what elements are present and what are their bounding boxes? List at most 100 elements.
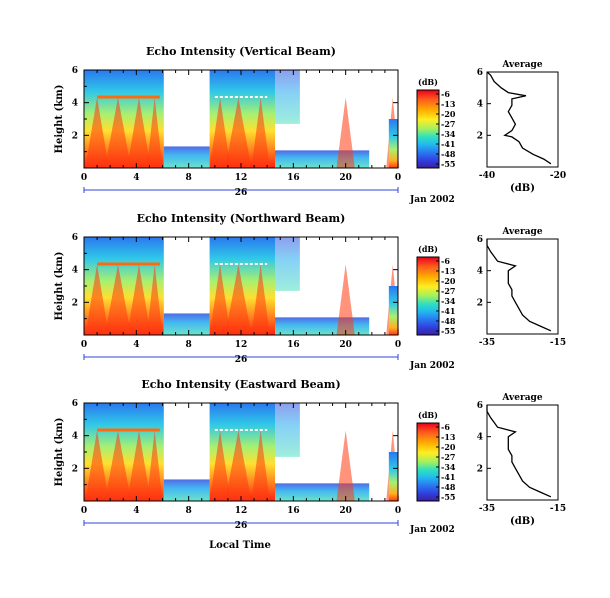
colorbar-tick-label: -34: [441, 296, 456, 306]
convective-plume: [225, 97, 252, 168]
profile-y-tick-label: 6: [477, 68, 483, 78]
x-tick-label: 8: [186, 173, 192, 183]
x-axis-label: Local Time: [209, 540, 271, 551]
x-tick-label: 20: [339, 340, 352, 350]
colorbar-tick-label: -6: [441, 422, 450, 432]
x-tick-label: 4: [133, 340, 139, 350]
convective-plume: [104, 430, 132, 501]
profile-frame: [486, 404, 559, 501]
colorbar-tick-label: -27: [441, 286, 455, 296]
x-tick-label: 0: [81, 340, 87, 350]
y-tick-label: 2: [72, 464, 78, 474]
day-label: 26: [235, 521, 248, 531]
profile-y-tick-label: 4: [477, 100, 483, 110]
profile-frame: [486, 238, 559, 335]
heatmap-panel: Echo Intensity (Vertical Beam) 0 4 8 12 16 20 0…: [54, 45, 566, 198]
x-tick-label: 12: [235, 173, 248, 183]
y-tick-label: 6: [72, 399, 78, 409]
x-tick-label: 16: [287, 506, 300, 516]
convective-plume: [336, 264, 355, 335]
x-tick-label: 20: [339, 506, 352, 516]
profile-y-tick-label: 2: [477, 298, 483, 308]
colorbar-tick-label: -48: [441, 316, 456, 326]
profile-title: Average: [501, 227, 542, 237]
heatmap-panel: Echo Intensity (Eastward Beam) 0 4 8 12 16 20 0…: [54, 378, 566, 531]
y-axis-label: Height (km): [54, 418, 65, 487]
convective-plume: [104, 264, 132, 335]
x-tick-label: 0: [81, 506, 87, 516]
convective-plume: [251, 97, 270, 168]
x-tick-label: 4: [133, 506, 139, 516]
colorbar: [416, 422, 440, 502]
echo-region: [275, 317, 370, 335]
colorbar-unit: (dB): [418, 77, 438, 87]
date-label: Jan 2002: [409, 195, 455, 205]
profile-y-tick-label: 6: [477, 235, 483, 245]
date-label: Jan 2002: [409, 361, 455, 371]
x-tick-label: 8: [186, 340, 192, 350]
profile-line: [486, 71, 552, 165]
echo-region: [275, 70, 300, 124]
y-tick-label: 2: [72, 131, 78, 141]
y-tick-label: 6: [72, 66, 78, 76]
y-tick-label: 6: [72, 233, 78, 243]
y-tick-label: 2: [72, 298, 78, 308]
convective-plume: [146, 430, 163, 501]
colorbar-tick-label: -55: [441, 492, 455, 502]
convective-plume: [209, 430, 231, 501]
colorbar-tick-label: -55: [441, 159, 455, 169]
convective-plume: [85, 430, 109, 501]
colorbar-tick-label: -41: [441, 139, 455, 149]
convective-plume: [225, 264, 252, 335]
echo-region: [275, 403, 300, 457]
colorbar-tick-label: -27: [441, 452, 455, 462]
panel-title: Echo Intensity (Vertical Beam): [146, 45, 336, 58]
echo-region: [275, 483, 370, 501]
convective-plume: [209, 264, 231, 335]
colorbar: [416, 89, 440, 169]
convective-plume: [251, 430, 270, 501]
x-tick-label: 12: [235, 506, 248, 516]
profile-x-tick-label: -15: [550, 504, 566, 514]
convective-plume: [85, 97, 109, 168]
echo-region: [275, 237, 300, 291]
colorbar-unit: (dB): [418, 244, 438, 254]
profile-y-tick-label: 6: [477, 401, 483, 411]
convective-plume: [336, 97, 355, 168]
profile-y-tick-label: 2: [477, 464, 483, 474]
convective-plume: [146, 97, 163, 168]
profile-x-tick-label: -40: [479, 171, 495, 181]
date-label: Jan 2002: [409, 525, 455, 535]
x-tick-label: 0: [395, 506, 401, 516]
colorbar-tick-label: -48: [441, 149, 456, 159]
profile-line: [486, 239, 552, 332]
colorbar-tick-label: -48: [441, 482, 456, 492]
colorbar-tick-label: -20: [441, 109, 456, 119]
colorbar-unit: (dB): [418, 410, 438, 420]
profile-frame: [486, 71, 559, 168]
x-tick-label: 4: [133, 173, 139, 183]
profile-x-label: (dB): [510, 183, 535, 194]
colorbar-tick-label: -13: [441, 432, 456, 442]
colorbar-tick-label: -27: [441, 119, 455, 129]
y-axis-label: Height (km): [54, 252, 65, 321]
x-tick-label: 12: [235, 340, 248, 350]
x-tick-label: 8: [186, 506, 192, 516]
colorbar-tick-label: -41: [441, 472, 455, 482]
y-axis-label: Height (km): [54, 85, 65, 154]
colorbar: [416, 256, 440, 336]
colorbar-tick-label: -41: [441, 306, 455, 316]
profile-title: Average: [501, 393, 542, 403]
profile-title: Average: [501, 60, 542, 70]
x-tick-label: 0: [395, 340, 401, 350]
echo-region: [163, 146, 210, 168]
convective-plume: [336, 430, 355, 501]
echo-region: [388, 452, 398, 501]
profile-x-tick-label: -35: [479, 504, 495, 514]
panel-title: Echo Intensity (Northward Beam): [137, 212, 346, 225]
profile-y-tick-label: 4: [477, 433, 483, 443]
profile-line: [486, 405, 552, 498]
profile-y-tick-label: 4: [477, 267, 483, 277]
colorbar-tick-label: -6: [441, 89, 450, 99]
